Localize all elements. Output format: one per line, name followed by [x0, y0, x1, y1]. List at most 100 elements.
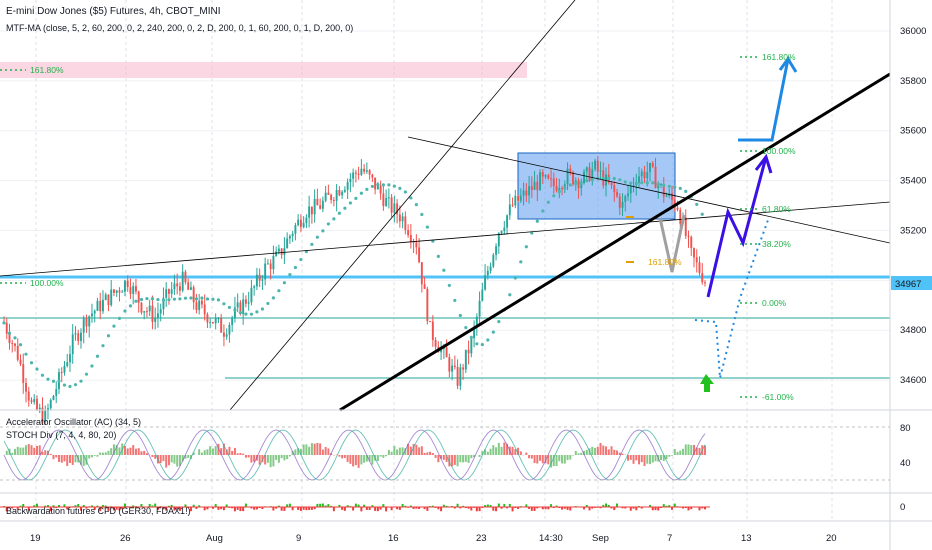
- backwardation-bar: [423, 507, 426, 510]
- candle-body: [330, 194, 333, 200]
- ac-bar: [662, 455, 665, 461]
- ma-point: [645, 181, 649, 185]
- backwardation-bar: [657, 507, 660, 511]
- candle-body: [126, 280, 129, 288]
- backwardation-bar: [363, 504, 366, 507]
- ac-bar: [429, 451, 432, 455]
- ma-point: [403, 190, 407, 194]
- ac-bar: [79, 455, 82, 465]
- ac-bar: [550, 455, 553, 468]
- candle-body: [294, 225, 297, 234]
- ac-bar: [517, 447, 520, 455]
- candle-body: [324, 192, 327, 201]
- backwardation-bar: [244, 503, 247, 507]
- price-tick: 35200: [900, 225, 926, 236]
- ac-bar: [288, 455, 291, 457]
- candle-body: [613, 185, 616, 193]
- candle-body: [657, 184, 660, 189]
- backwardation-bar: [671, 507, 674, 510]
- ma-point: [651, 181, 655, 185]
- ac-bar: [393, 446, 396, 455]
- projection-purple-head: [754, 153, 773, 174]
- ma-point: [40, 373, 45, 377]
- candle-body: [85, 318, 88, 327]
- backwardation-bar: [167, 505, 170, 507]
- ac-bar: [566, 455, 569, 461]
- ac-bar: [698, 447, 701, 455]
- ac-bar: [228, 446, 231, 455]
- ac-bar: [244, 455, 247, 458]
- backwardation-bar: [52, 505, 55, 507]
- indicator-legend: MTF-MA (close, 5, 2, 60, 200, 0, 2, 240,…: [6, 23, 353, 33]
- backwardation-bar: [704, 507, 706, 510]
- candle-body: [536, 181, 539, 191]
- ac-bar: [101, 452, 104, 455]
- ac-bar: [286, 455, 289, 460]
- candle-body: [107, 294, 110, 306]
- ma-point: [453, 298, 457, 303]
- ac-bar: [445, 455, 448, 462]
- backwardation-bar: [277, 505, 280, 507]
- candle-body: [382, 193, 385, 206]
- backwardation-bar: [668, 505, 671, 507]
- candle-body: [159, 309, 162, 314]
- candle-body: [269, 263, 272, 270]
- ac-bar: [558, 455, 561, 462]
- candle-body: [547, 175, 550, 179]
- ac-bar: [115, 445, 118, 455]
- ma-point: [568, 183, 572, 187]
- candle-body: [321, 200, 324, 209]
- ma-point: [535, 219, 539, 223]
- backwardation-bar: [341, 507, 344, 510]
- fib-label-left-top: 161.80%: [30, 65, 64, 75]
- ac-bar: [693, 444, 696, 455]
- candle-body: [679, 209, 682, 224]
- candle-body: [258, 274, 261, 281]
- backwardation-bar: [508, 503, 511, 507]
- candlestick-series: [3, 156, 706, 426]
- ma-point: [442, 268, 446, 272]
- ac-bar: [492, 445, 495, 455]
- candle-body: [420, 262, 423, 285]
- backwardation-bar: [184, 504, 187, 507]
- ac-bar: [412, 443, 415, 455]
- backwardation-bar: [649, 504, 652, 507]
- ma-point: [189, 296, 193, 300]
- candle-body: [299, 219, 302, 228]
- ac-bar: [385, 455, 388, 457]
- ma-point: [684, 189, 688, 193]
- backwardation-bar: [173, 507, 176, 511]
- ac-bar: [90, 455, 93, 458]
- ac-bar: [85, 455, 88, 465]
- backwardation-bar: [55, 507, 58, 509]
- candle-body: [253, 286, 256, 288]
- ac-bar: [211, 448, 214, 455]
- ac-bar: [616, 450, 619, 455]
- backwardation-bar: [616, 503, 619, 507]
- candle-body: [305, 217, 308, 224]
- date-tick: 16: [388, 533, 399, 544]
- ma-point: [326, 222, 330, 226]
- backwardation-bar: [665, 505, 668, 507]
- ac-bar: [533, 455, 536, 464]
- ac-bar: [354, 455, 357, 466]
- ac-bar: [536, 455, 539, 464]
- candle-body: [478, 300, 481, 317]
- ac-bar: [324, 446, 327, 455]
- candle-body: [184, 271, 187, 283]
- backwardation-bar: [354, 503, 357, 507]
- candle-body: [162, 297, 165, 310]
- ac-bar: [310, 443, 313, 455]
- ma-point: [62, 383, 67, 387]
- candle-body: [288, 236, 291, 239]
- candle-body: [379, 185, 382, 194]
- backwardation-bar: [478, 507, 481, 512]
- candle-body: [297, 219, 300, 226]
- backwardation-bar: [404, 505, 407, 507]
- ac-bar: [704, 445, 706, 455]
- backwardation-bar: [250, 507, 253, 509]
- backwardation-bar: [148, 503, 151, 507]
- ma-point: [359, 191, 363, 195]
- projection-blue-head: [778, 56, 798, 73]
- ma-point: [7, 331, 12, 335]
